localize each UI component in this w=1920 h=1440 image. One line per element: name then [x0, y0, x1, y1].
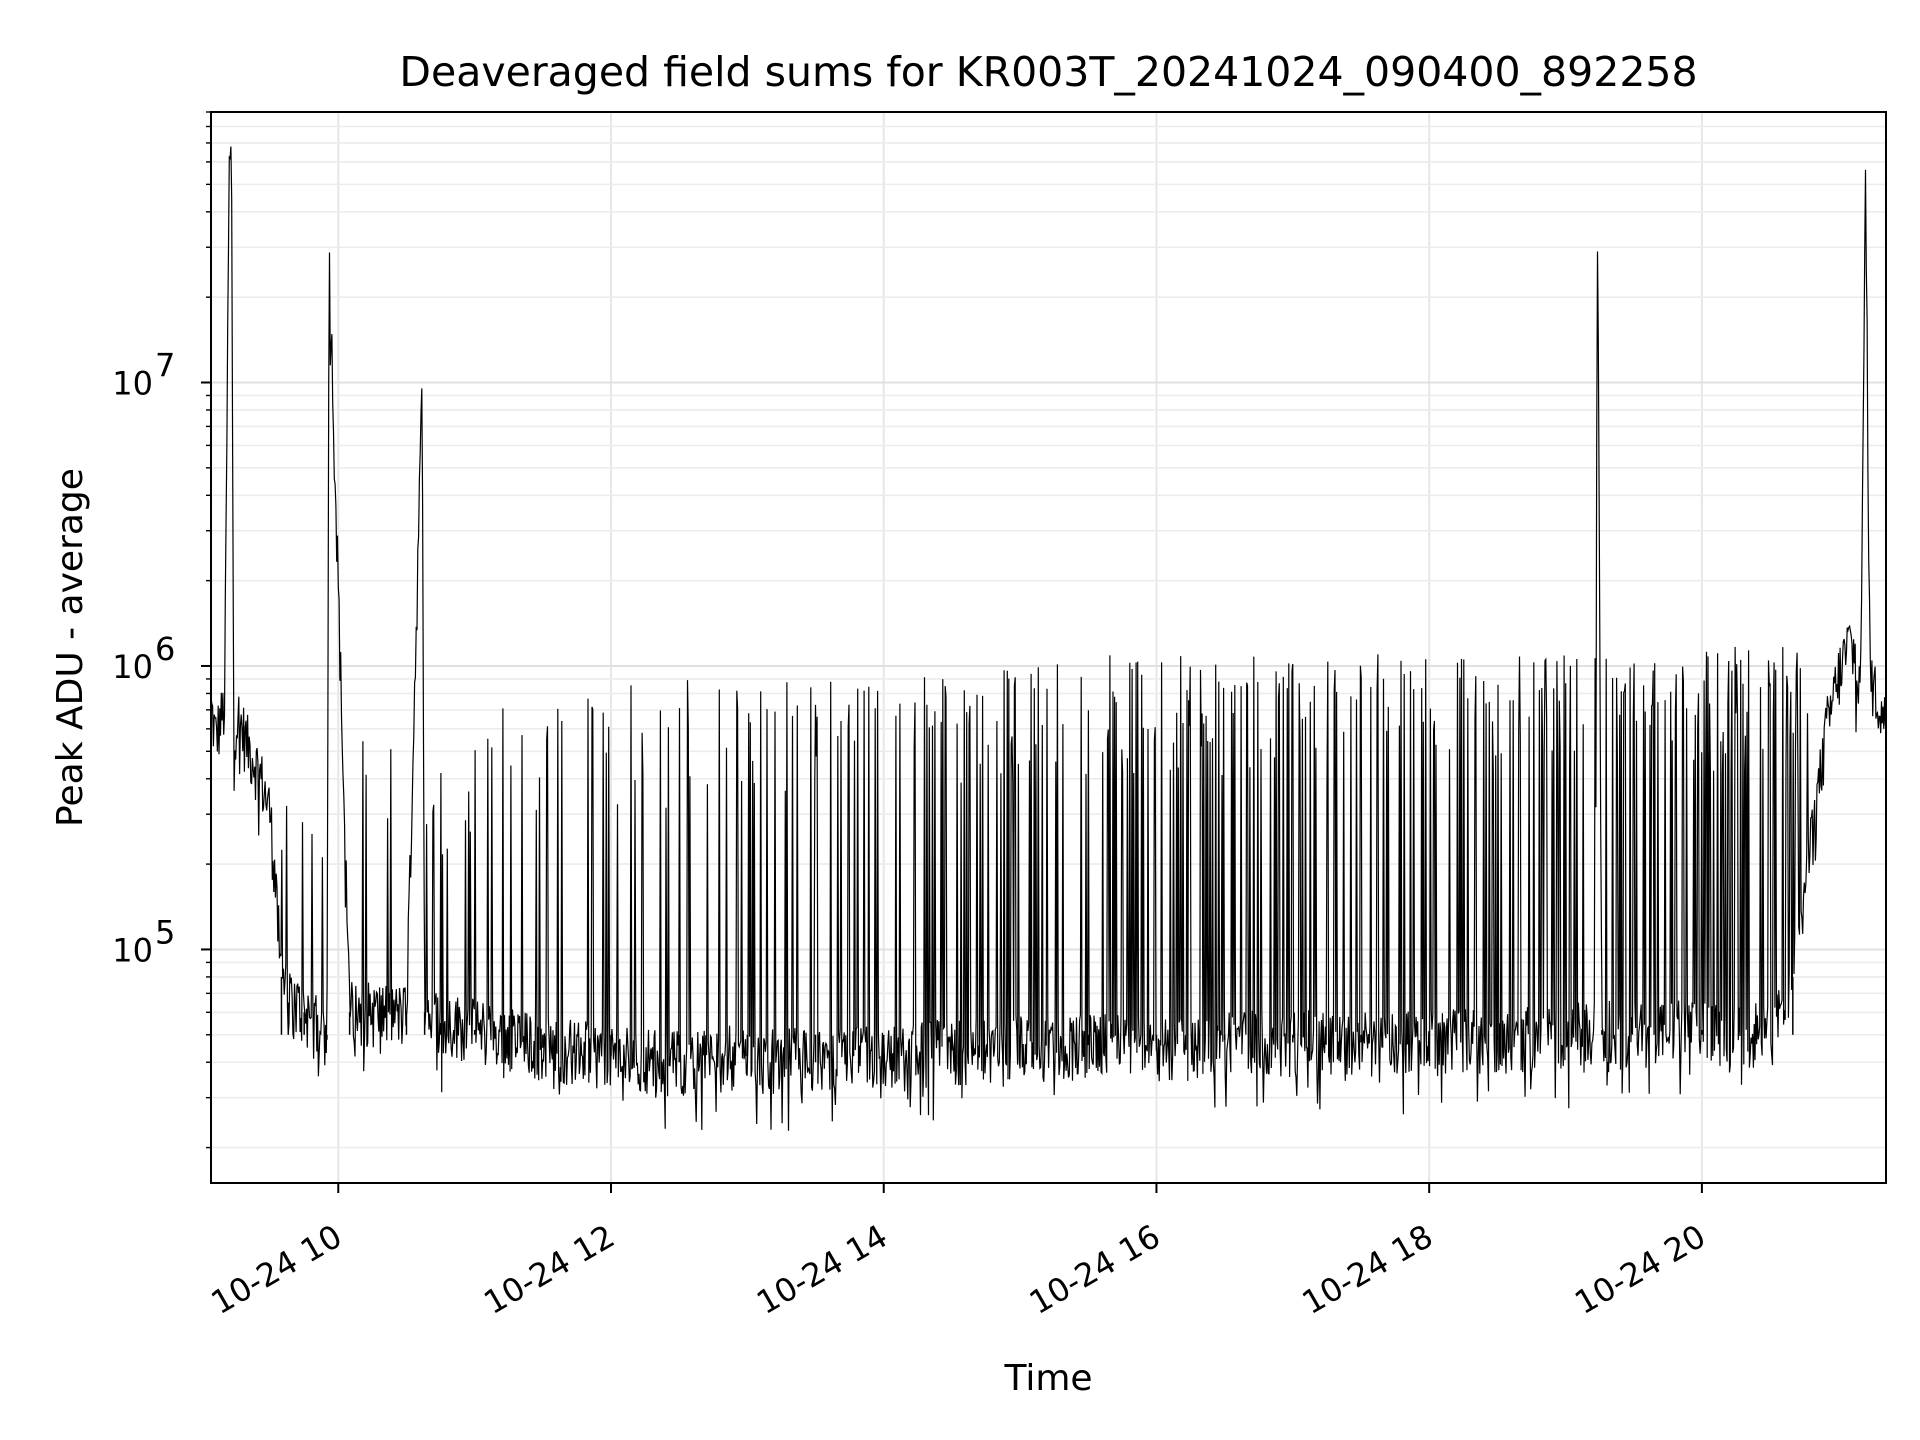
y-tick-label-exponent: 6	[155, 630, 175, 668]
series-layer	[210, 146, 1886, 1131]
y-tick-label: 10	[112, 648, 153, 686]
y-axis-label: Peak ADU - average	[50, 468, 91, 827]
y-tick-label-exponent: 7	[155, 347, 175, 385]
plot-frame	[210, 111, 1887, 1184]
y-tick-label: 10	[112, 365, 153, 403]
chart-title: Deaveraged field sums for KR003T_2024102…	[399, 48, 1697, 96]
y-tick-label: 10	[112, 931, 153, 969]
series-line	[210, 146, 1886, 1131]
x-axis-label: Time	[1003, 1358, 1092, 1399]
y-tick-label-exponent: 5	[155, 913, 175, 951]
